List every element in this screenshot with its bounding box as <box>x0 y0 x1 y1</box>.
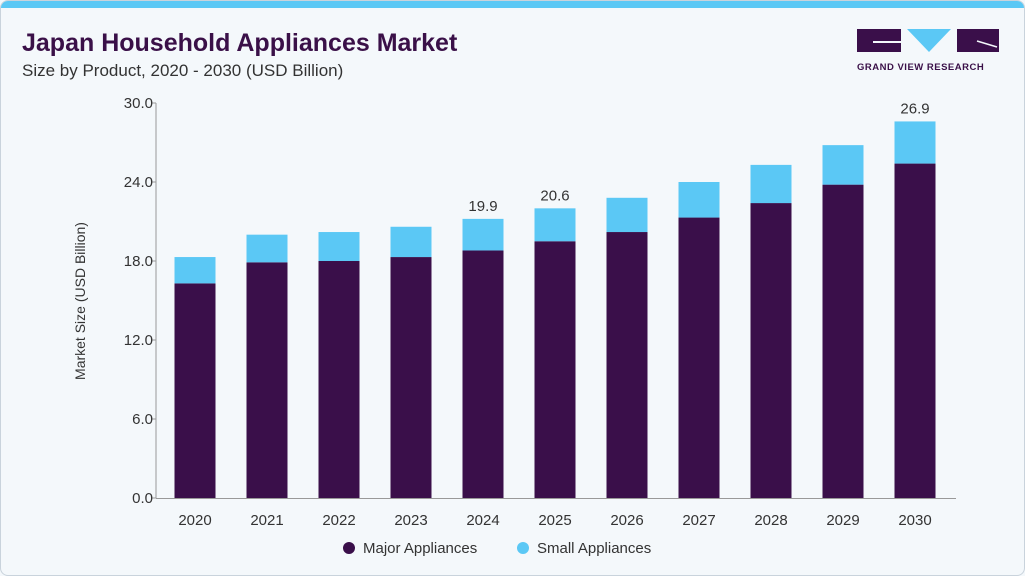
x-tick-label: 2029 <box>826 512 859 529</box>
y-tick-label: 30.0 <box>124 95 153 112</box>
data-label-2024: 19.9 <box>468 198 497 215</box>
x-tick-label: 2027 <box>682 512 715 529</box>
chart-title: Japan Household Appliances Market <box>22 29 458 57</box>
bar-major-2022 <box>318 261 360 498</box>
legend-label-0: Major Appliances <box>363 540 477 557</box>
bar-major-2025 <box>534 241 576 498</box>
bar-small-2022 <box>318 232 360 261</box>
x-tick-label: 2028 <box>754 512 787 529</box>
x-tick-label: 2023 <box>394 512 427 529</box>
y-tick-label: 24.0 <box>124 174 153 191</box>
logo-text: GRAND VIEW RESEARCH <box>857 62 985 73</box>
x-tick-label: 2026 <box>610 512 643 529</box>
data-label-2030: 26.9 <box>900 100 929 117</box>
y-tick-label: 18.0 <box>124 253 153 270</box>
y-axis-title: Market Size (USD Billion) <box>72 222 88 380</box>
bar-major-2024 <box>462 250 504 498</box>
y-tick-label: 0.0 <box>132 490 153 507</box>
accent-bar <box>1 1 1024 8</box>
x-tick-label: 2030 <box>898 512 931 529</box>
x-tick-label: 2020 <box>178 512 211 529</box>
bar-small-2020 <box>174 257 216 284</box>
bar-major-2021 <box>246 262 288 498</box>
bar-major-2023 <box>390 257 432 498</box>
bar-small-2030 <box>894 121 936 164</box>
bar-major-2027 <box>678 217 720 499</box>
grand-view-research-logo: GRAND VIEW RESEARCH <box>857 29 999 73</box>
bar-small-2024 <box>462 218 504 251</box>
x-tick-label: 2025 <box>538 512 571 529</box>
bar-major-2026 <box>606 232 648 499</box>
chart-subtitle: Size by Product, 2020 - 2030 (USD Billio… <box>22 61 344 80</box>
y-tick-label: 12.0 <box>124 332 153 349</box>
bar-small-2027 <box>678 182 720 218</box>
bar-major-2029 <box>822 184 864 498</box>
bar-small-2021 <box>246 234 288 263</box>
bar-small-2025 <box>534 208 576 242</box>
legend-label-1: Small Appliances <box>537 540 651 557</box>
logo-mark-icon <box>857 29 999 52</box>
data-label-2025: 20.6 <box>540 187 569 204</box>
bar-small-2028 <box>750 164 792 204</box>
x-tick-label: 2022 <box>322 512 355 529</box>
legend-marker-1 <box>517 542 529 554</box>
bar-major-2030 <box>894 163 936 499</box>
bar-major-2020 <box>174 283 216 498</box>
x-tick-label: 2024 <box>466 512 499 529</box>
x-tick-label: 2021 <box>250 512 283 529</box>
bar-small-2026 <box>606 197 648 233</box>
bar-small-2023 <box>390 226 432 258</box>
bar-major-2028 <box>750 203 792 499</box>
y-tick-label: 6.0 <box>132 411 153 428</box>
legend-marker-0 <box>343 542 355 554</box>
bar-small-2029 <box>822 145 864 185</box>
